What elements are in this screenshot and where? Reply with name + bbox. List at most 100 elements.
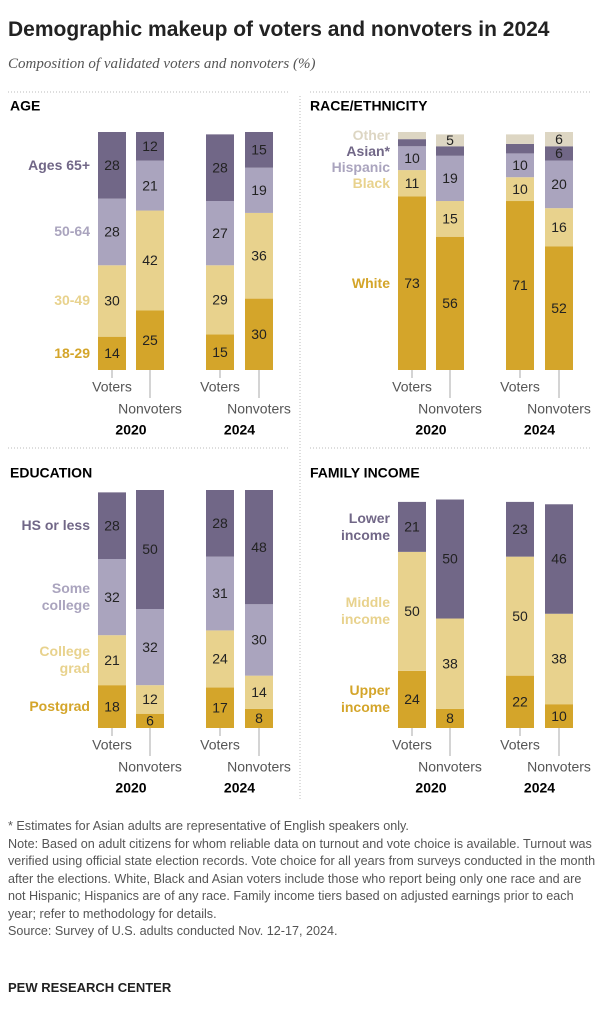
subtitle: Composition of validated voters and nonv…: [8, 56, 316, 72]
group-label: 2024: [224, 422, 255, 438]
data-label: 24: [404, 691, 420, 707]
data-label: 42: [142, 252, 158, 268]
note: Source: Survey of U.S. adults conducted …: [8, 924, 338, 938]
x-tick-label: Nonvoters: [118, 401, 182, 417]
data-label: 10: [512, 157, 528, 173]
data-label: 17: [212, 699, 228, 715]
bar-segment: [136, 310, 164, 370]
bar-segment: [545, 504, 573, 614]
bar-segment: [545, 246, 573, 370]
x-tick-label: Voters: [392, 737, 432, 753]
bar-segment: [206, 265, 234, 335]
data-label: 8: [255, 710, 263, 726]
data-label: 15: [212, 344, 228, 360]
data-label: 52: [551, 300, 567, 316]
group-label: 2020: [115, 780, 146, 796]
brand: PEW RESEARCH CENTER: [8, 980, 172, 995]
data-label: 10: [551, 708, 567, 724]
x-tick-label: Voters: [392, 379, 432, 395]
x-tick-label: Nonvoters: [227, 759, 291, 775]
bar-segment: [506, 153, 534, 178]
legend-label-text: 18-29: [54, 344, 90, 361]
data-label: 25: [142, 332, 158, 348]
bar-segment: [98, 336, 126, 370]
x-tick-label: Nonvoters: [418, 401, 482, 417]
legend-label-text: Upper income: [340, 682, 390, 716]
data-label: 10: [512, 181, 528, 197]
bar-segment: [398, 196, 426, 370]
legend-label: 50-64: [54, 223, 90, 240]
bar-segment: [436, 499, 464, 619]
data-label: 28: [104, 517, 120, 533]
charts: AGE 14 30 28 28 Voters 25 42 21 12 Nonvoters 15 29 27…: [8, 91, 592, 800]
bar-segment: [206, 201, 234, 266]
data-label: 30: [251, 326, 267, 342]
data-label: 50: [404, 603, 420, 619]
legend-label: Lower income: [341, 510, 390, 543]
legend-label-text: 30-49: [54, 292, 90, 309]
bar-segment: [436, 618, 464, 709]
data-label: 22: [512, 694, 528, 710]
data-label: 21: [142, 177, 158, 193]
bar-segment: [98, 265, 126, 337]
data-label: 32: [104, 589, 120, 605]
bar-segment: [98, 685, 126, 728]
x-tick-label: Nonvoters: [118, 759, 182, 775]
data-label: 50: [142, 541, 158, 557]
data-label: 71: [512, 277, 528, 293]
bar-segment: [506, 556, 534, 676]
legend-label: Ages 65+: [28, 156, 90, 173]
legend-label: Some college: [42, 580, 90, 613]
legend-label: Upper income: [340, 682, 390, 716]
bar-segment: [545, 146, 573, 161]
legend-label-text: Ages 65+: [28, 156, 90, 173]
legend-label-text: HS or less: [21, 517, 90, 534]
bar-segment: [206, 334, 234, 370]
x-tick-label: Voters: [500, 737, 540, 753]
legend-label-text: Black: [352, 175, 390, 192]
bar-segment: [245, 132, 273, 168]
bar-segment: [436, 155, 464, 202]
bar-segment: [506, 201, 534, 370]
legend-label: Hispanic: [332, 159, 390, 175]
data-label: 21: [104, 652, 120, 668]
bar-segment: [98, 198, 126, 266]
data-label: 27: [212, 225, 228, 241]
legend-label: HS or less: [21, 517, 90, 534]
data-label: 48: [251, 539, 267, 555]
bar-segment: [98, 492, 126, 560]
bar-segment: [436, 146, 464, 156]
data-label: 11: [405, 175, 420, 191]
panel-title: EDUCATION: [10, 465, 92, 481]
bar-segment: [506, 177, 534, 202]
bar-segment: [136, 160, 164, 211]
bar-segment: [136, 210, 164, 311]
data-label: 19: [442, 170, 458, 186]
panel-title: FAMILY INCOME: [310, 465, 420, 481]
bar-segment: [545, 132, 573, 147]
legend-label: Asian*: [346, 143, 390, 160]
bar-segment: [398, 551, 426, 671]
panel-title: AGE: [10, 98, 40, 114]
bar-segment: [206, 134, 234, 202]
x-tick-label: Voters: [92, 379, 132, 395]
bar-segment: [436, 708, 464, 728]
bar-segment: [206, 687, 234, 728]
group-label: 2024: [524, 422, 555, 438]
legend-label-text: Asian*: [346, 143, 390, 160]
legend-label: 30-49: [54, 292, 90, 309]
group-label: 2020: [415, 422, 446, 438]
data-label: 30: [104, 293, 120, 309]
bar-segment: [398, 132, 426, 140]
bar-segment: [98, 559, 126, 636]
bar-segment: [398, 146, 426, 171]
legend-label: 18-29: [54, 344, 90, 361]
data-label: 10: [404, 150, 420, 166]
data-label: 50: [512, 608, 528, 624]
legend-label-text: Postgrad: [29, 698, 90, 715]
bar-segment: [245, 708, 273, 728]
legend-label-text: 50-64: [54, 223, 90, 240]
data-label: 28: [104, 157, 120, 173]
bar-segment: [506, 675, 534, 728]
